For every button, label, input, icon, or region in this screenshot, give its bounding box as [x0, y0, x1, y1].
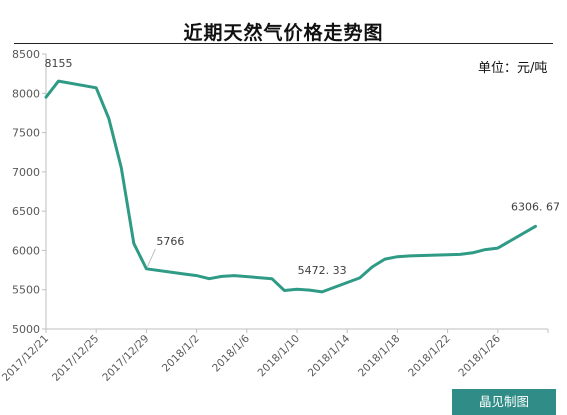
- y-tick-label: 8500: [12, 48, 40, 61]
- price-line: [44, 79, 537, 294]
- data-label: 5766: [156, 235, 184, 248]
- x-tick-label: 2018/1/10: [256, 333, 303, 380]
- x-tick-label: 2018/1/26: [456, 332, 503, 379]
- y-tick-label: 6500: [12, 205, 40, 218]
- unit-label: 单位：元/吨: [478, 61, 548, 76]
- y-tick-label: 5000: [12, 323, 40, 336]
- x-tick-label: 2018/1/2: [160, 333, 202, 375]
- x-tick-label: 2018/1/14: [306, 332, 353, 379]
- title-underline: [14, 43, 553, 44]
- x-tick-label: 2017/12/25: [50, 333, 101, 384]
- y-tick-label: 8000: [12, 87, 40, 100]
- y-tick-label: 7000: [12, 166, 40, 179]
- x-tick-label: 2018/1/22: [406, 333, 453, 380]
- y-tick-label: 7500: [12, 127, 40, 140]
- data-label: 8155: [45, 57, 73, 70]
- y-tick-label: 5500: [12, 284, 40, 297]
- data-label-leader: [146, 248, 156, 268]
- data-labels: 8155 5766 5472. 33 6306. 67: [45, 57, 560, 277]
- x-tick-label: 2018/1/18: [356, 333, 403, 380]
- y-tick-label: 6000: [12, 244, 40, 257]
- data-label: 5472. 33: [298, 264, 347, 277]
- chart-title: 近期天然气价格走势图: [183, 22, 384, 44]
- x-tick-label: 2018/1/6: [210, 332, 252, 374]
- x-tick-label: 2017/12/29: [100, 333, 151, 384]
- x-tick-label: 2017/12/21: [0, 333, 51, 384]
- series-lines: [44, 79, 537, 294]
- source-badge: 晶见制图: [452, 389, 556, 415]
- axes: 5000 5500 6000 6500 7000 7500 8000 8500 2017/12/…: [0, 48, 549, 384]
- data-label: 6306. 67: [511, 200, 560, 213]
